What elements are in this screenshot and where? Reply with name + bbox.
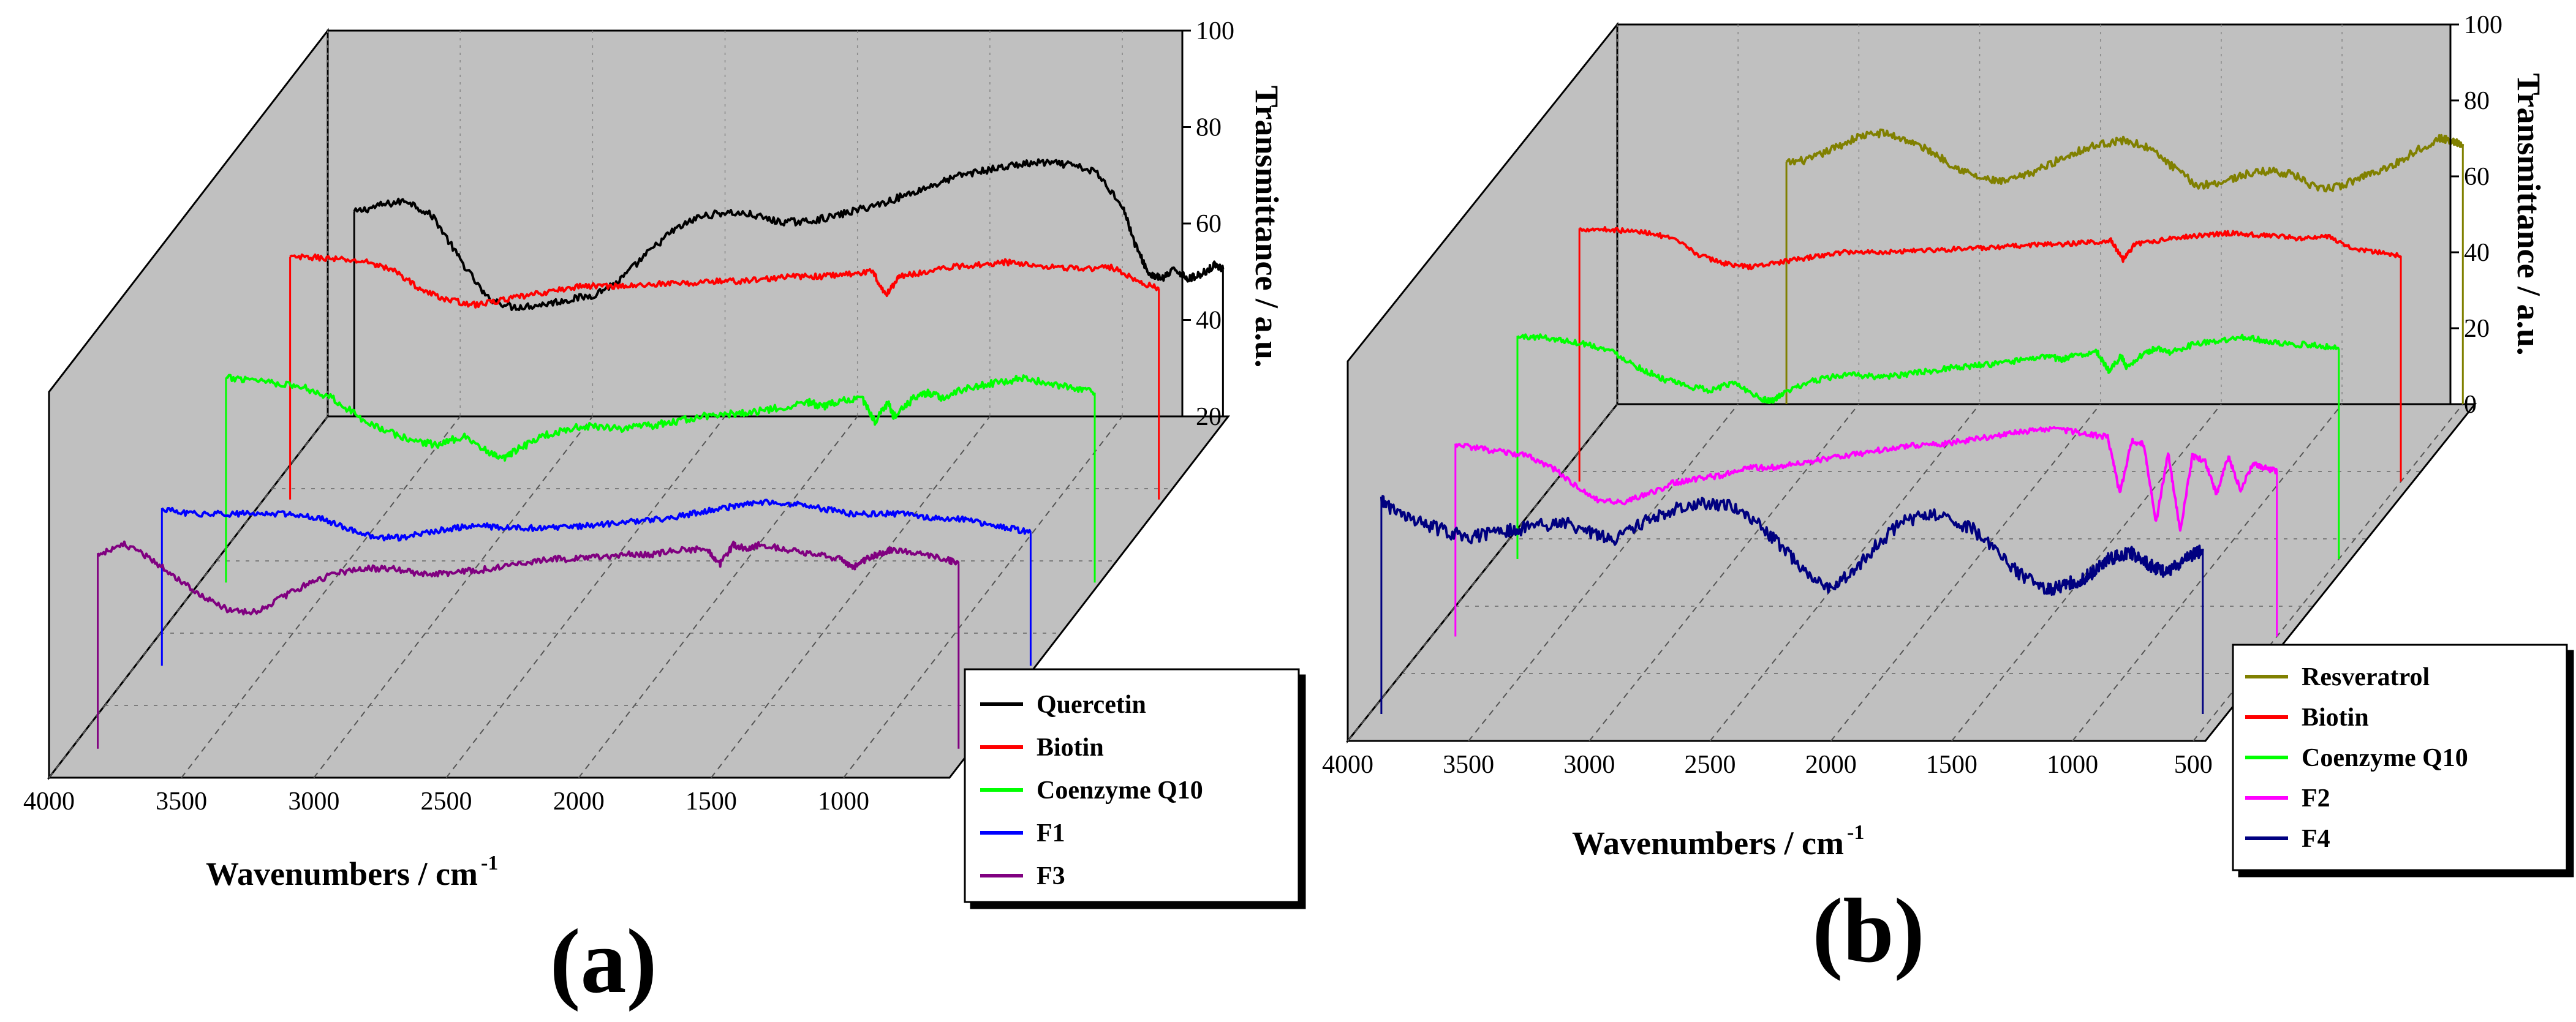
floor-grid-line	[578, 416, 858, 778]
series-line-biotin	[289, 253, 1160, 309]
y-tick-label: 60	[2464, 163, 2490, 191]
floor-grid-line	[711, 416, 991, 778]
floor-grid-line	[1468, 404, 1739, 742]
y-tick-label: 60	[1196, 210, 1222, 238]
x-axis-label-superscript: -1	[1847, 821, 1864, 844]
floor-grid-line	[1830, 404, 2101, 742]
legend-label: Biotin	[2302, 704, 2369, 732]
x-tick-label: 2000	[1805, 751, 1857, 779]
x-tick-label: 1500	[1926, 751, 1977, 779]
legend-label: Coenzyme Q10	[1037, 776, 1203, 805]
series-line-f4	[1380, 495, 2204, 596]
x-axis-title: Wavenumbers / cm -1	[206, 852, 498, 892]
x-tick-label: 2500	[1685, 751, 1736, 779]
y-axis-label: Transmittance / a.u.	[2510, 73, 2547, 356]
series-line-f1	[161, 498, 1032, 542]
panel-label-b: (b)	[1812, 880, 1924, 982]
y-tick-label: 20	[2464, 315, 2490, 343]
series-line-resveratrol	[1785, 128, 2465, 193]
x-tick-label: 500	[2174, 751, 2213, 779]
floor-grid-line	[843, 416, 1123, 778]
x-tick-label: 4000	[1322, 751, 1373, 779]
x-axis-label: Wavenumbers / cm	[206, 855, 478, 892]
legend-label: F2	[2302, 784, 2330, 813]
series-line-coenzyme-q10	[225, 374, 1096, 462]
x-tick-label: 1500	[686, 787, 737, 816]
x-tick-label: 4000	[23, 787, 75, 816]
x-tick-label: 2000	[553, 787, 605, 816]
y-tick-label: 80	[1196, 114, 1222, 142]
floor-grid-line	[1709, 404, 1981, 742]
legend-label: F1	[1037, 819, 1065, 847]
x-axis-label: Wavenumbers / cm	[1572, 825, 1844, 862]
series-line-biotin	[1579, 226, 2402, 271]
floor-grid-line	[48, 416, 328, 778]
y-tick-label: 40	[2464, 239, 2490, 267]
y-tick-label: 20	[1196, 403, 1222, 431]
x-tick-label: 1000	[2047, 751, 2098, 779]
floor-grid-line	[181, 416, 461, 778]
x-axis-title: Wavenumbers / cm -1	[1572, 821, 1864, 862]
x-tick-label: 1000	[818, 787, 869, 816]
legend-box	[2232, 644, 2568, 871]
floor-grid-line	[1588, 404, 1860, 742]
floor	[47, 415, 1231, 779]
y-tick-label: 0	[2464, 391, 2477, 419]
back-wall	[327, 29, 1184, 418]
chart-panel-a: 4000 3500 3000 2500 2000 1500 1000 20 40 60 80 100…	[23, 17, 1300, 1012]
grid	[48, 31, 1173, 778]
legend-label: Coenzyme Q10	[2302, 744, 2468, 772]
y-tick-label: 100	[1196, 17, 1234, 45]
x-axis-label-superscript: -1	[481, 852, 498, 874]
legend-label: Quercetin	[1037, 691, 1146, 719]
series-line-f3	[96, 540, 960, 615]
floor-grid-line	[1347, 404, 1618, 742]
x-tick-labels: 4000 3500 3000 2500 2000 1500 1000	[23, 787, 869, 816]
y-axis-label: Transmittance / a.u.	[1248, 86, 1285, 368]
x-tick-label: 3000	[1563, 751, 1615, 779]
y-tick-label: 80	[2464, 87, 2490, 115]
chart-panel-b: 4000 3500 3000 2500 2000 1500 1000 500 0 20 40 60 8…	[1322, 11, 2568, 982]
panel-label-a: (a)	[550, 911, 657, 1012]
x-tick-labels: 4000 3500 3000 2500 2000 1500 1000 500	[1322, 751, 2213, 779]
x-tick-label: 3500	[156, 787, 207, 816]
legend	[964, 668, 1300, 903]
legend-items: Quercetin Biotin Coenzyme Q10 F1 F3	[980, 691, 1203, 890]
y-tick-label: 40	[1196, 307, 1222, 335]
x-tick-label: 2500	[421, 787, 472, 816]
legend-label: Biotin	[1037, 734, 1104, 762]
series-group	[96, 158, 1225, 749]
floor-grid-line	[313, 416, 594, 778]
legend-label: F4	[2302, 825, 2330, 853]
y-tick-label: 100	[2464, 11, 2502, 39]
floor-grid-line	[2072, 404, 2343, 742]
legend-items: Resveratrol Biotin Coenzyme Q10 F2 F4	[2245, 663, 2468, 853]
x-tick-label: 3500	[1443, 751, 1494, 779]
grid	[1347, 24, 2464, 742]
legend-box	[964, 668, 1300, 903]
floor-grid-line	[1951, 404, 2222, 742]
series-line-f2	[1454, 426, 2278, 532]
x-tick-label: 3000	[288, 787, 339, 816]
legend	[2232, 644, 2568, 871]
series-line-coenzyme-q10	[1516, 333, 2340, 404]
y-tick-labels: 20 40 60 80 100	[1181, 17, 1234, 431]
floor-grid-line	[445, 416, 726, 778]
series-line-quercetin	[353, 158, 1225, 312]
series-group	[1380, 128, 2465, 714]
legend-label: Resveratrol	[2302, 663, 2430, 691]
y-tick-labels: 0 20 40 60 80 100	[2449, 11, 2502, 419]
legend-label: F3	[1037, 862, 1065, 890]
